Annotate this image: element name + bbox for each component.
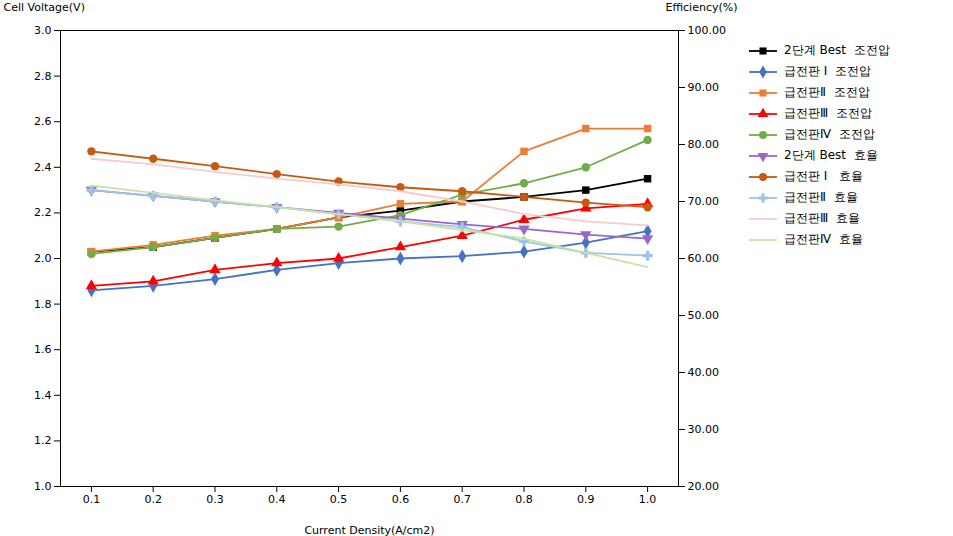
- html-text:급전판 I 조전압: 급전판 I 조전압: [784, 64, 871, 78]
- svg-text:80.00: 80.00: [688, 138, 720, 151]
- svg-text:0.2: 0.2: [144, 493, 162, 506]
- svg-text:2.0: 2.0: [34, 252, 52, 265]
- svg-text:70.00: 70.00: [688, 195, 720, 208]
- svg-text:0.6: 0.6: [392, 493, 410, 506]
- html-text:2단계 Best 효율: 2단계 Best 효율: [784, 148, 878, 162]
- svg-text:0.9: 0.9: [577, 493, 595, 506]
- svg-text:1.6: 1.6: [34, 343, 52, 356]
- svg-text:0.1: 0.1: [83, 493, 101, 506]
- svg-text:30.00: 30.00: [688, 423, 720, 436]
- html-text:급전판 I 효율: 급전판 I 효율: [784, 169, 863, 183]
- svg-text:Efficiency(%): Efficiency(%): [665, 1, 737, 14]
- svg-text:100.00: 100.00: [688, 24, 727, 37]
- svg-text:90.00: 90.00: [688, 81, 720, 94]
- svg-text:50.00: 50.00: [688, 309, 720, 322]
- svg-text:20.00: 20.00: [688, 480, 720, 493]
- svg-text:1.8: 1.8: [34, 298, 52, 311]
- svg-text:2.2: 2.2: [34, 206, 52, 219]
- html-text:급전판Ⅲ 조전압: 급전판Ⅲ 조전압: [784, 106, 872, 120]
- html-text:급전판Ⅳ 조전압: 급전판Ⅳ 조전압: [784, 127, 875, 141]
- svg-text:0.4: 0.4: [268, 493, 286, 506]
- html-text:2단계 Best 조전압: 2단계 Best 조전압: [784, 43, 890, 57]
- svg-text:3.0: 3.0: [34, 24, 52, 37]
- svg-text:0.7: 0.7: [453, 493, 471, 506]
- html-text:급전판Ⅱ 조전압: 급전판Ⅱ 조전압: [784, 85, 870, 99]
- svg-text:1.4: 1.4: [34, 389, 52, 402]
- svg-text:0.5: 0.5: [330, 493, 348, 506]
- svg-text:0.8: 0.8: [515, 493, 533, 506]
- svg-text:2.8: 2.8: [34, 70, 52, 83]
- svg-text:60.00: 60.00: [688, 252, 720, 265]
- svg-text:0.3: 0.3: [206, 493, 224, 506]
- html-text:급전판Ⅳ 효율: 급전판Ⅳ 효율: [784, 232, 863, 246]
- svg-text:40.00: 40.00: [688, 366, 720, 379]
- svg-text:Cell Voltage(V): Cell Voltage(V): [4, 1, 85, 14]
- svg-text:2.6: 2.6: [34, 115, 52, 128]
- svg-text:1.2: 1.2: [34, 434, 52, 447]
- html-text:급전판Ⅲ 효율: 급전판Ⅲ 효율: [784, 211, 860, 225]
- svg-text:2.4: 2.4: [34, 161, 52, 174]
- svg-text:Current Density(A/cm2): Current Density(A/cm2): [304, 524, 434, 536]
- html-text:급전판Ⅱ 효율: 급전판Ⅱ 효율: [784, 190, 858, 204]
- svg-text:1.0: 1.0: [34, 480, 52, 493]
- svg-text:1.0: 1.0: [639, 493, 657, 506]
